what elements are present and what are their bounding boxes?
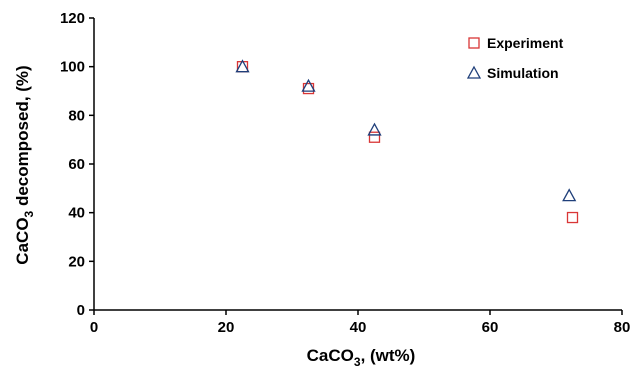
series-experiment: [236, 61, 579, 224]
y-tick-label: 80: [68, 107, 85, 124]
simulation-point: [301, 78, 316, 92]
x-axis-title: CaCO3, (wt%): [307, 346, 416, 369]
y-ticks: 0 20 40 60 80 100 120: [60, 10, 94, 319]
simulation-point: [562, 188, 577, 202]
legend-label: Simulation: [487, 65, 559, 81]
axes: [93, 18, 622, 311]
data-points: [235, 59, 579, 224]
x-ticks: 0 20 40 60 80: [90, 310, 631, 336]
x-tick-label: 20: [218, 319, 235, 336]
legend: Experiment Simulation: [466, 35, 564, 81]
x-axis-title-subscript: 3: [354, 355, 361, 369]
simulation-point: [367, 122, 382, 136]
x-tick-label: 0: [90, 319, 98, 336]
simulation-point: [235, 59, 250, 73]
y-tick-label: 40: [68, 205, 85, 222]
x-tick-label: 40: [350, 319, 367, 336]
legend-label: Experiment: [487, 35, 564, 51]
legend-marker-triangle: [466, 65, 482, 79]
y-axis-title-main: CaCO: [13, 217, 32, 264]
y-tick-label: 0: [77, 302, 85, 319]
x-axis-title-rest: , (wt%): [361, 346, 416, 365]
y-tick-label: 120: [60, 10, 85, 27]
y-axis-title: CaCO3 decomposed, (%): [13, 65, 36, 264]
legend-item-simulation: Simulation: [466, 65, 559, 81]
y-tick-label: 100: [60, 59, 85, 76]
legend-item-experiment: Experiment: [468, 35, 564, 51]
experiment-point: [302, 82, 315, 95]
y-axis-title-rest: decomposed, (%): [13, 65, 32, 210]
series-simulation: [235, 59, 577, 202]
x-tick-label: 60: [482, 319, 499, 336]
experiment-point: [566, 211, 579, 224]
experiment-point: [368, 131, 381, 143]
x-axis-title-main: CaCO: [307, 346, 354, 365]
legend-marker-square: [468, 37, 480, 49]
y-axis-title-subscript: 3: [22, 210, 36, 217]
y-tick-label: 20: [68, 253, 85, 270]
y-tick-label: 60: [68, 156, 85, 173]
x-tick-label: 80: [614, 319, 631, 336]
